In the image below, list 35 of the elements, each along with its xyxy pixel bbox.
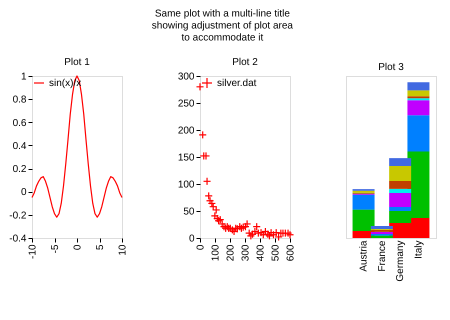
y-tick-label: 250 (178, 98, 195, 110)
x-tick-label: 0 (196, 244, 206, 250)
x-tick-label: 400 (256, 244, 266, 262)
y-tick-label: 300 (178, 72, 195, 82)
y-tick-label: 0.4 (12, 140, 27, 152)
y-tick-label: 100 (178, 180, 195, 190)
x-tick-label: 500 (270, 244, 282, 262)
x-tick-label: Italy (413, 240, 424, 259)
legend-label: silver.dat (217, 78, 257, 89)
x-tick-label: -10 (28, 244, 38, 259)
x-tick-label: Austria (358, 240, 370, 272)
y-tick-label: 0.2 (12, 164, 27, 176)
y-tick-label: 0.6 (12, 118, 27, 129)
y-tick-label: -0.2 (9, 210, 27, 222)
x-tick-label: 600 (286, 244, 296, 262)
chart-title: Plot 2 (232, 57, 258, 68)
x-tick-label: -5 (50, 244, 61, 254)
y-tick-label: -0.4 (9, 234, 27, 244)
y-tick-label: 1 (20, 72, 27, 82)
x-tick-label: France (376, 240, 388, 272)
x-tick-label: Germany (395, 240, 406, 282)
x-tick-label: 0 (72, 244, 84, 250)
x-tick-label: 300 (240, 244, 252, 262)
text: Same plot with a multi-line title showing adjustment of plot area to accommodate it (152, 8, 294, 44)
x-tick-label: 10 (118, 244, 128, 256)
y-tick-label: 50 (183, 206, 195, 218)
y-tick-label: 200 (178, 126, 195, 136)
x-tick-label: 5 (95, 244, 106, 250)
y-tick-label: 0 (20, 187, 27, 198)
x-tick-label: 100 (210, 244, 222, 262)
chart-title: Plot 1 (64, 57, 90, 68)
chart-title: Plot 3 (378, 62, 404, 73)
x-tick-label: 200 (226, 244, 236, 262)
y-tick-label: 150 (178, 152, 195, 164)
y-tick-label: 0.8 (12, 94, 27, 106)
